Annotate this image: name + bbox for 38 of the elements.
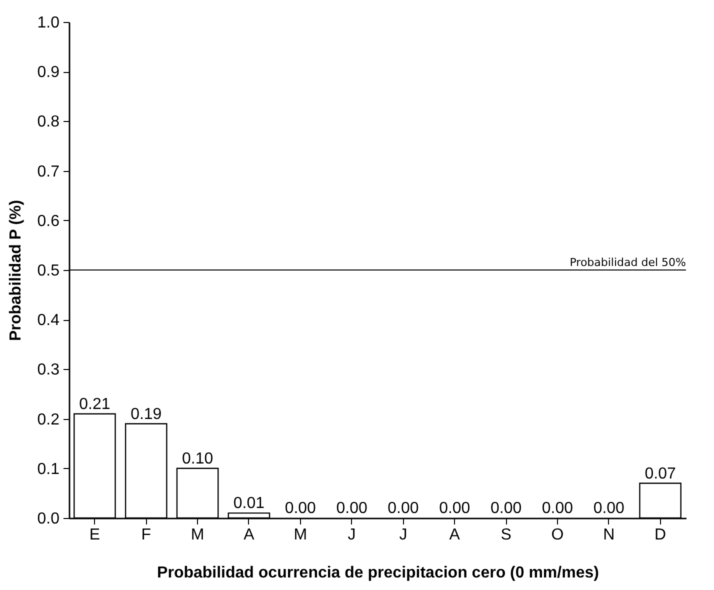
text: 0.0	[37, 510, 60, 528]
text: 0.3	[37, 362, 60, 379]
text: 0.7	[37, 163, 60, 180]
data-label: 0.00	[490, 500, 522, 517]
data-label: 0.01	[233, 495, 265, 512]
data-label: 0.00	[542, 500, 574, 517]
text: 1.0	[37, 14, 60, 32]
data-label: 0.00	[388, 500, 419, 517]
data-label: 0.00	[336, 500, 368, 517]
x-tick-label: O	[551, 526, 564, 544]
y-axis-title: Probabilidad P (%)	[7, 200, 24, 342]
x-tick-label: J	[399, 526, 408, 544]
data-label: 0.21	[79, 396, 110, 413]
text: 0.6	[37, 212, 60, 230]
ref-line-label: Probabilidad del 50%	[570, 256, 686, 269]
data-label: 0.10	[182, 450, 214, 468]
x-axis-title: Probabilidad ocurrencia de precipitacion cero (0 mm/mes)	[157, 564, 599, 582]
x-tick-label: D	[654, 526, 666, 544]
text: 0.2	[37, 411, 60, 428]
data-label: 0.19	[130, 406, 162, 423]
data-label: 0.00	[284, 500, 316, 517]
x-tick-label: A	[244, 526, 255, 544]
x-tick-label: S	[500, 526, 512, 544]
text: 0.5	[37, 262, 60, 280]
text: 0.8	[37, 114, 60, 131]
x-tick-label: E	[89, 526, 100, 544]
x-tick-label: M	[294, 526, 308, 544]
text: 0.4	[37, 312, 60, 330]
x-tick-label: N	[603, 526, 615, 544]
data-label: 0.07	[644, 465, 676, 482]
data-label: 0.00	[439, 500, 470, 517]
text: 0.1	[37, 460, 60, 478]
x-tick-label: F	[141, 526, 152, 544]
data-label: 0.00	[593, 500, 625, 517]
x-tick-label: A	[449, 526, 460, 544]
x-tick-label: M	[190, 526, 204, 544]
x-tick-label: J	[348, 526, 356, 544]
text: 0.9	[37, 64, 60, 82]
